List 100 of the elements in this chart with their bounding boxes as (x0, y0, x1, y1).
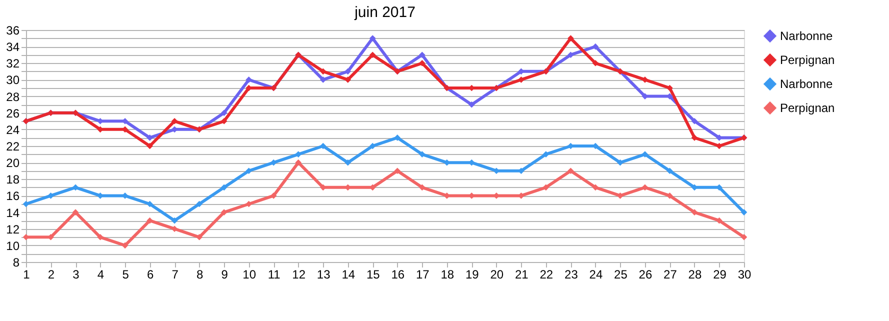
y-tick-label: 30 (6, 73, 20, 88)
legend-label: Perpignan (780, 53, 835, 67)
point (146, 217, 153, 224)
point (196, 234, 202, 240)
x-tick-label: 16 (391, 268, 405, 282)
point (642, 151, 648, 158)
x-tick-label: 29 (713, 268, 727, 282)
point (146, 142, 153, 150)
x-tick-label: 21 (514, 268, 529, 282)
x-tick-label: 20 (490, 268, 504, 282)
point (542, 184, 550, 191)
point (171, 118, 178, 124)
point (691, 134, 698, 141)
x-tick-label: 23 (564, 268, 578, 282)
x-tick-label: 24 (589, 268, 603, 282)
x-tick-label: 12 (292, 268, 306, 282)
x-tick-label: 4 (97, 268, 104, 282)
chart-title: juin 2017 (354, 4, 416, 21)
point (592, 43, 599, 50)
y-tick-label: 32 (6, 56, 20, 71)
point (270, 159, 277, 166)
point (246, 200, 252, 208)
point (97, 234, 104, 240)
point (48, 192, 54, 199)
point (320, 142, 326, 150)
point (542, 151, 550, 158)
point (295, 151, 302, 158)
point (468, 101, 475, 108)
point (418, 184, 426, 191)
point (97, 126, 104, 133)
x-tick-label: 27 (664, 268, 678, 282)
point (666, 84, 673, 92)
point (270, 192, 277, 199)
point (418, 52, 426, 58)
point (666, 168, 673, 174)
y-tick-label: 24 (6, 122, 20, 137)
point (716, 142, 722, 150)
point (568, 168, 574, 174)
point (418, 60, 426, 66)
x-tick-label: 2 (48, 268, 55, 282)
point (220, 110, 228, 116)
y-tick-label: 12 (6, 222, 20, 236)
point (344, 68, 352, 75)
point (196, 200, 202, 208)
legend-label: Narbonne (780, 77, 834, 91)
y-tick-label: 22 (6, 140, 20, 154)
point (568, 35, 574, 42)
point (518, 68, 524, 75)
point (344, 159, 352, 166)
point (48, 234, 54, 240)
x-tick-label: 15 (366, 268, 380, 282)
x-tick-label: 9 (221, 268, 228, 282)
point (171, 226, 178, 232)
y-tick-label: 26 (6, 106, 20, 120)
y-tick-label: 28 (6, 90, 20, 104)
y-tick-label: 18 (6, 172, 20, 187)
x-tick-label: 30 (738, 268, 752, 282)
x-tick-label: 17 (416, 268, 430, 282)
y-tick-label: 16 (6, 189, 20, 204)
point (740, 234, 748, 240)
x-tick-label: 6 (146, 268, 154, 282)
point (642, 76, 648, 83)
point (518, 76, 524, 83)
x-tick-label: 22 (540, 268, 554, 282)
x-tick-label: 1 (23, 268, 30, 282)
y-tick-label: 36 (6, 24, 20, 38)
point (246, 168, 252, 174)
y-tick-label: 20 (6, 156, 20, 170)
x-tick-label: 18 (440, 268, 454, 282)
point (320, 68, 326, 75)
point (716, 184, 722, 191)
point (369, 142, 376, 150)
point (691, 209, 698, 216)
point (146, 134, 153, 141)
x-tick-label: 14 (342, 268, 356, 282)
x-tick-label: 11 (268, 268, 281, 282)
point (394, 134, 401, 141)
x-tick-label: 13 (316, 268, 331, 282)
point (369, 52, 376, 58)
point (691, 118, 698, 124)
y-tick-label: 34 (6, 40, 20, 54)
x-tick-label: 26 (638, 268, 652, 282)
y-tick-label: 8 (12, 256, 20, 270)
x-tick-label: 25 (614, 268, 628, 282)
x-tick-label: 3 (72, 268, 80, 282)
point (592, 184, 599, 191)
point (72, 209, 79, 216)
point (146, 200, 153, 208)
point (171, 217, 178, 224)
x-tick-label: 19 (465, 268, 480, 282)
legend-label: Narbonne (780, 29, 834, 43)
point (568, 52, 574, 58)
point (592, 60, 599, 66)
x-tick-label: 28 (688, 268, 702, 282)
point (220, 118, 228, 124)
x-tick-label: 5 (122, 268, 130, 282)
point (418, 151, 426, 158)
point (220, 209, 228, 216)
point (369, 35, 376, 42)
point (97, 118, 104, 124)
